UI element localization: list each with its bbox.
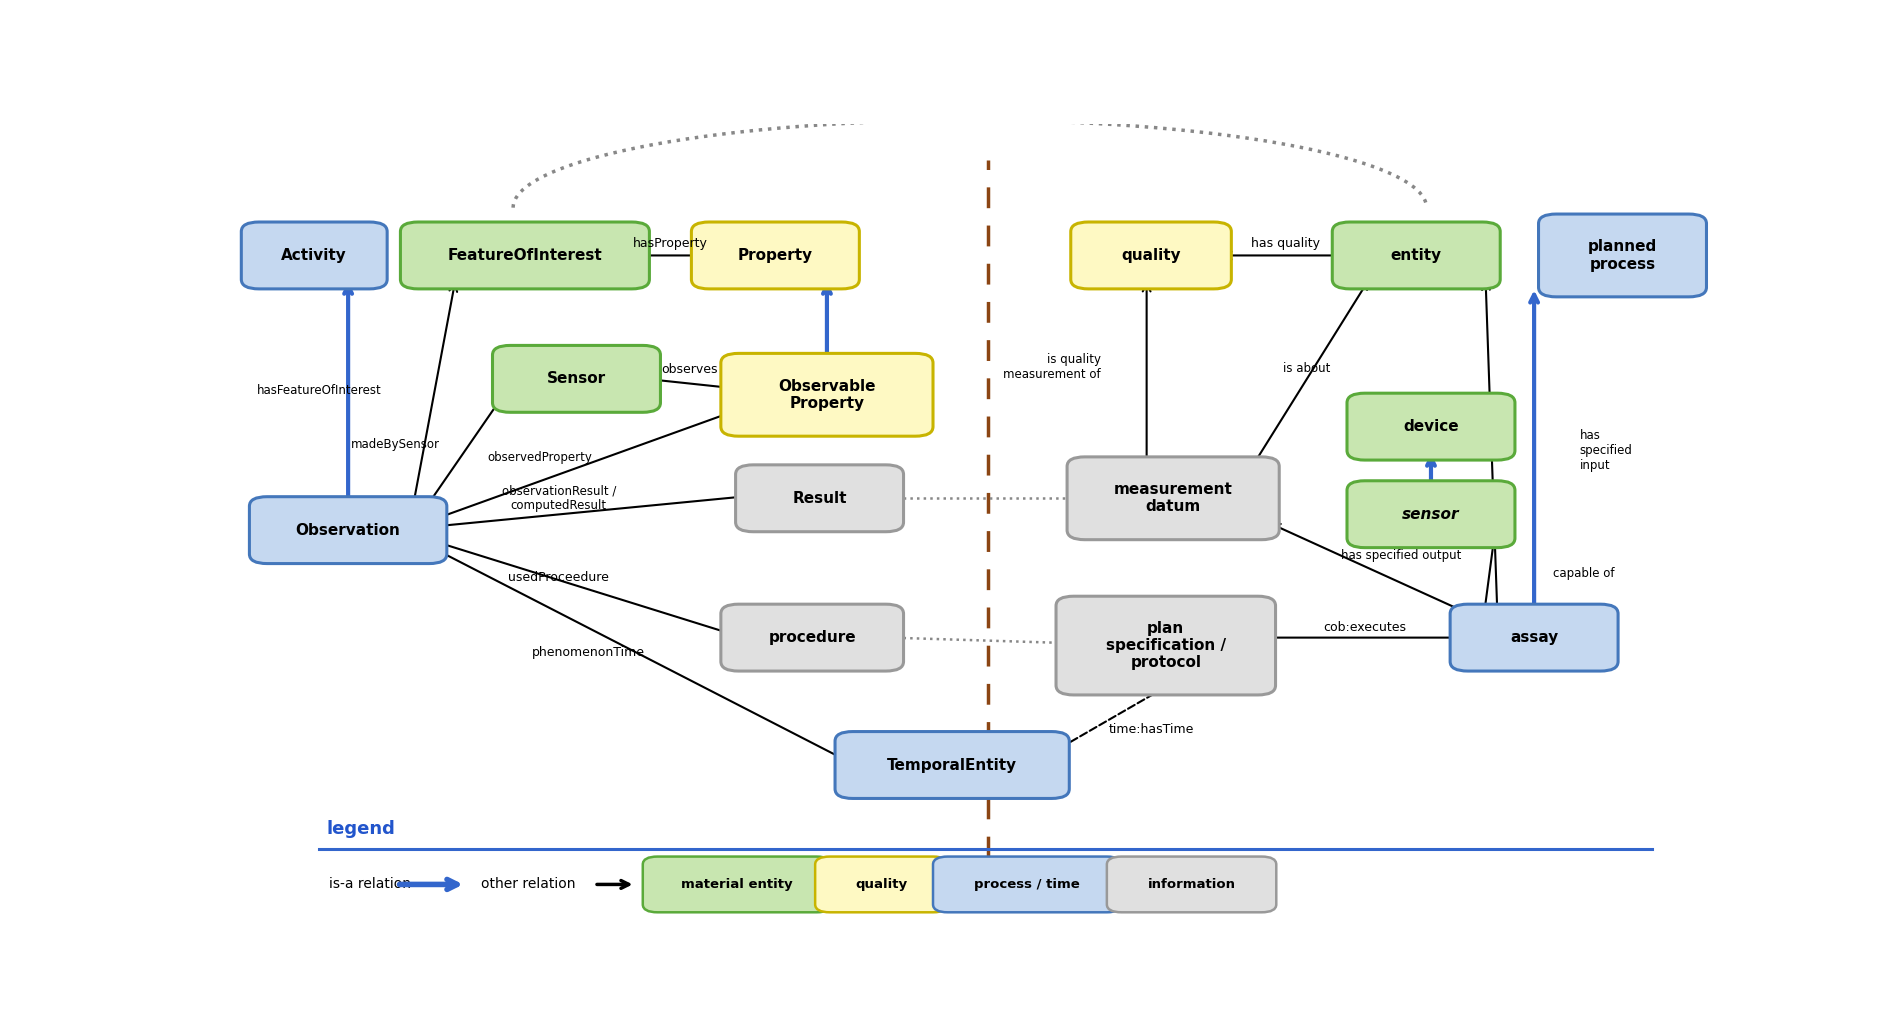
Text: hasProperty: hasProperty	[633, 237, 709, 250]
Text: is about: is about	[1283, 362, 1331, 375]
FancyBboxPatch shape	[1450, 604, 1618, 671]
FancyBboxPatch shape	[1538, 214, 1707, 297]
Text: Sensor: Sensor	[547, 371, 606, 387]
Text: quality: quality	[1122, 248, 1181, 263]
FancyBboxPatch shape	[1057, 597, 1276, 695]
FancyBboxPatch shape	[1106, 856, 1276, 912]
FancyBboxPatch shape	[401, 222, 650, 288]
Text: observes: observes	[662, 363, 719, 375]
Text: madeBySensor: madeBySensor	[350, 437, 439, 451]
Text: procedure: procedure	[768, 630, 855, 645]
Text: usedProceedure: usedProceedure	[508, 572, 608, 584]
Text: other relation: other relation	[481, 878, 576, 891]
Text: measurement
datum: measurement datum	[1114, 482, 1232, 515]
Text: device: device	[1403, 419, 1458, 434]
Text: capable of: capable of	[1553, 568, 1614, 580]
Text: cob:executes: cob:executes	[1323, 620, 1407, 634]
Text: FeatureOfInterest: FeatureOfInterest	[447, 248, 603, 263]
Text: plan
specification /
protocol: plan specification / protocol	[1106, 620, 1226, 670]
Text: time:hasTime: time:hasTime	[1108, 723, 1194, 735]
FancyBboxPatch shape	[692, 222, 859, 288]
Text: entity: entity	[1392, 248, 1441, 263]
FancyBboxPatch shape	[736, 465, 903, 531]
Text: information: information	[1148, 878, 1236, 891]
Text: quality: quality	[855, 878, 907, 891]
FancyBboxPatch shape	[249, 496, 447, 564]
Text: TemporalEntity: TemporalEntity	[888, 758, 1017, 772]
FancyBboxPatch shape	[492, 345, 660, 413]
FancyBboxPatch shape	[241, 222, 388, 288]
Text: material entity: material entity	[681, 878, 793, 891]
FancyBboxPatch shape	[1070, 222, 1232, 288]
Text: Observable
Property: Observable Property	[778, 378, 876, 410]
FancyBboxPatch shape	[720, 604, 903, 671]
Text: sensor: sensor	[1403, 507, 1460, 522]
Text: Observation: Observation	[297, 522, 401, 538]
FancyBboxPatch shape	[643, 856, 831, 912]
Text: has quality: has quality	[1251, 237, 1319, 250]
Text: legend: legend	[327, 820, 395, 838]
FancyBboxPatch shape	[1333, 222, 1500, 288]
Text: hasFeatureOfInterest: hasFeatureOfInterest	[257, 384, 382, 396]
FancyBboxPatch shape	[720, 354, 933, 436]
Text: process / time: process / time	[975, 878, 1080, 891]
Text: Activity: Activity	[281, 248, 348, 263]
Text: phenomenonTime: phenomenonTime	[532, 646, 644, 660]
Text: observationResult /
computedResult: observationResult / computedResult	[502, 484, 616, 512]
FancyBboxPatch shape	[1348, 481, 1515, 548]
Text: Result: Result	[793, 491, 846, 506]
FancyBboxPatch shape	[1348, 393, 1515, 460]
FancyBboxPatch shape	[1066, 457, 1279, 540]
FancyBboxPatch shape	[835, 732, 1068, 798]
Text: has
specified
input: has specified input	[1580, 429, 1633, 472]
Text: Property: Property	[738, 248, 814, 263]
FancyBboxPatch shape	[933, 856, 1122, 912]
Text: assay: assay	[1509, 630, 1559, 645]
Text: is quality
measurement of: is quality measurement of	[1004, 353, 1101, 381]
FancyBboxPatch shape	[816, 856, 949, 912]
Text: has specified output: has specified output	[1342, 549, 1462, 562]
Text: planned
process: planned process	[1587, 239, 1658, 272]
Text: is-a relation: is-a relation	[329, 878, 411, 891]
Text: observedProperty: observedProperty	[487, 451, 591, 464]
